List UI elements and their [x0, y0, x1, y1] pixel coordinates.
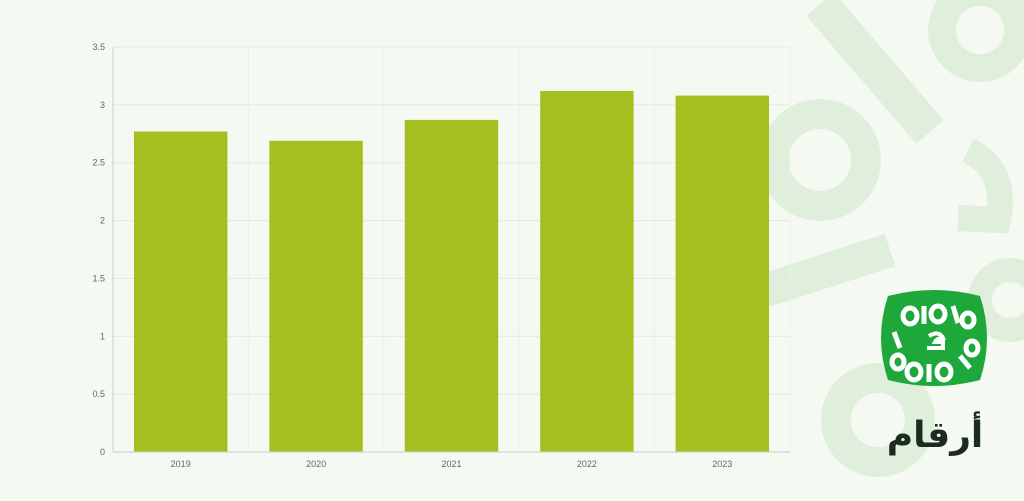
bar-2019 — [133, 131, 228, 452]
x-tick-label: 2020 — [306, 459, 326, 469]
watermark-shape — [821, 363, 935, 477]
y-tick-label: 1 — [100, 331, 105, 341]
x-tick-label: 2019 — [171, 459, 191, 469]
y-tick-label: 0 — [100, 447, 105, 457]
watermark-shape — [957, 138, 1013, 234]
bars — [133, 90, 770, 453]
axes — [112, 47, 790, 453]
bar-2021 — [404, 119, 499, 453]
tick-labels: 0 0.5 1 1.5 2 2.5 3 3.5 2019 2020 2021 2022 2023 — [92, 42, 732, 469]
y-tick-label: 2.5 — [92, 158, 105, 168]
watermark-shape — [754, 233, 896, 309]
y-tick-label: 3.5 — [92, 42, 105, 52]
bar-2020 — [269, 140, 363, 452]
watermark-shape — [928, 0, 1024, 82]
y-tick-label: 0.5 — [92, 389, 105, 399]
x-tick-label: 2023 — [712, 459, 732, 469]
x-tick-label: 2021 — [441, 459, 461, 469]
y-tick-label: 1.5 — [92, 273, 105, 283]
logo-icon — [881, 290, 987, 386]
brand-name: أرقام — [886, 415, 984, 456]
bar-2022 — [540, 90, 634, 452]
bar-2023 — [675, 95, 770, 452]
watermark-shape — [806, 0, 944, 144]
x-tick-label: 2022 — [577, 459, 597, 469]
watermark-shape — [759, 99, 881, 221]
y-tick-label: 2 — [100, 216, 105, 226]
y-tick-label: 3 — [100, 100, 105, 110]
